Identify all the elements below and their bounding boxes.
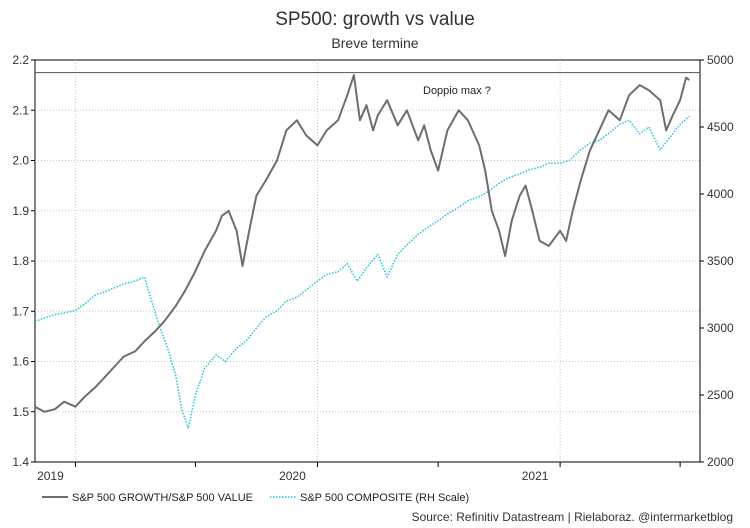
y-right-tick-label: 5000 (707, 53, 734, 67)
x-tick-label: 2019 (37, 469, 64, 483)
chart-title: SP500: growth vs value (275, 9, 475, 30)
y-right-tick-label: 2000 (707, 455, 734, 469)
y-left-tick-label: 1.7 (12, 304, 29, 318)
annotation-doppio-max: Doppio max ? (423, 85, 491, 97)
y-right-tick-label: 4500 (707, 120, 734, 134)
x-tick-label: 2021 (522, 469, 549, 483)
y-left-tick-label: 1.8 (12, 254, 29, 268)
y-left-tick-label: 1.9 (12, 204, 29, 218)
y-left-tick-label: 1.4 (12, 455, 29, 469)
y-right-tick-label: 3500 (707, 254, 734, 268)
y-left-tick-label: 1.5 (12, 405, 29, 419)
y-left-tick-label: 2.2 (12, 53, 29, 67)
series-layer (34, 74, 691, 430)
chart-subtitle: Breve termine (331, 35, 418, 51)
y-left-tick-label: 2.1 (12, 103, 29, 117)
legend-label-sp500-composite: S&P 500 COMPOSITE (RH Scale) (300, 492, 469, 504)
x-tick-label: 2020 (279, 469, 306, 483)
legend: S&P 500 GROWTH/S&P 500 VALUE S&P 500 COM… (42, 492, 469, 504)
series-line-sp500-composite (34, 115, 690, 430)
y-right-tick-label: 3000 (707, 321, 734, 335)
grid-lines (35, 60, 700, 462)
source-caption: Source: Refinitiv Datastream | Rielabora… (412, 510, 733, 524)
y-left-tick-label: 2.0 (12, 154, 29, 168)
y-right-tick-label: 4000 (707, 187, 734, 201)
y-right-tick-label: 2500 (707, 388, 734, 402)
series-line-growth-value-ratio (34, 74, 691, 413)
y-left-tick-label: 1.6 (12, 355, 29, 369)
legend-label-growth-value: S&P 500 GROWTH/S&P 500 VALUE (72, 492, 253, 504)
axis-ticks: 1.4 1.5 1.6 1.7 1.8 1.9 2.0 2.1 2.2 2000 2500 3000 3… (12, 53, 734, 483)
